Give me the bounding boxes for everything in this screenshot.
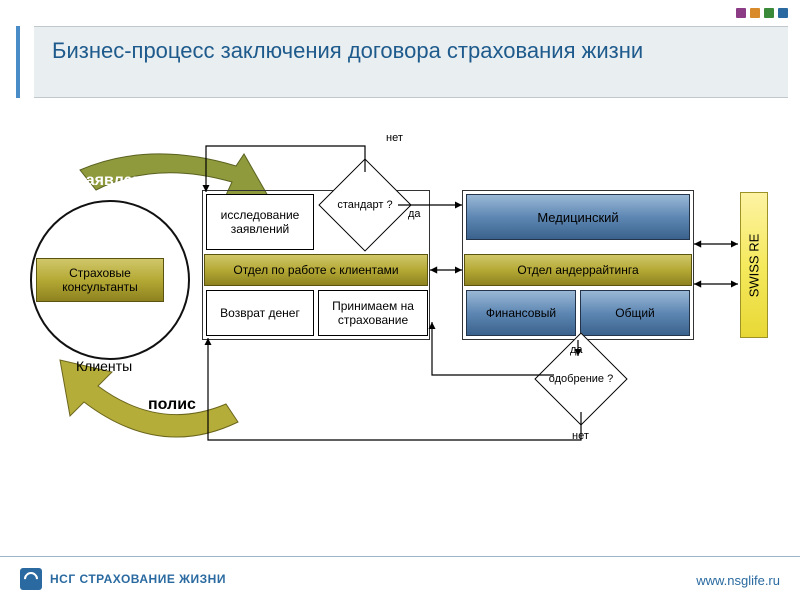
page-title: Бизнес-процесс заключения договора страх… [52,37,770,66]
label-no1: нет [386,132,403,144]
label-application: заявление [78,172,161,190]
title-accent [16,26,20,98]
decision-standard: стандарт ? [332,172,398,238]
arrow [208,338,581,440]
corner-dots [736,8,788,18]
title-bar: Бизнес-процесс заключения договора страх… [34,26,788,98]
node-client-dept: Отдел по работе с клиентами [204,254,428,286]
node-refund: Возврат денег [206,290,314,336]
label-yes2: да [570,344,583,356]
node-general: Общий [580,290,690,336]
node-accept: Принимаем на страхование [318,290,428,336]
node-research: исследование заявлений [206,194,314,250]
footer-url: www.nsglife.ru [696,573,780,588]
dot-1 [736,8,746,18]
node-fin: Финансовый [466,290,576,336]
logo-icon [20,568,42,590]
label-yes1: да [408,208,421,220]
node-medical: Медицинский [466,194,690,240]
label-policy: полис [148,396,196,414]
node-swissre: SWISS RE [740,192,768,338]
node-under-dept: Отдел андеррайтинга [464,254,692,286]
dot-4 [778,8,788,18]
dot-3 [764,8,774,18]
node-consultants: Страховые консультанты [36,258,164,302]
footer-logo: НСГ СТРАХОВАНИЕ ЖИЗНИ [20,568,226,590]
diagram-canvas: Страховые консультанты исследование заявл… [0,110,800,540]
label-no2: нет [572,430,589,442]
footer: НСГ СТРАХОВАНИЕ ЖИЗНИ www.nsglife.ru [0,556,800,600]
label-clients: Клиенты [76,358,132,374]
footer-brand: НСГ СТРАХОВАНИЕ ЖИЗНИ [50,572,226,586]
dot-2 [750,8,760,18]
